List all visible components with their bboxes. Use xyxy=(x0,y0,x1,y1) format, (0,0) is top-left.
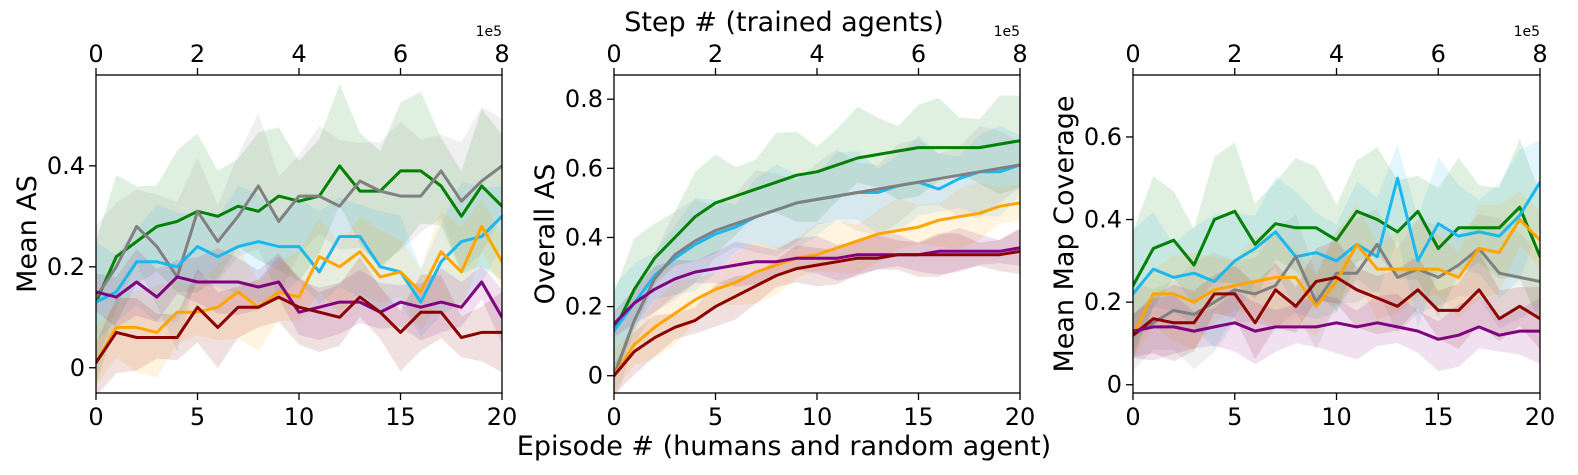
line-green xyxy=(1133,205,1540,288)
band-gray xyxy=(614,126,1020,393)
line-purple xyxy=(1133,321,1540,341)
line-purple xyxy=(614,246,1020,326)
band-green xyxy=(614,95,1020,383)
y-tick-label: 0 xyxy=(588,362,603,390)
band-darkred xyxy=(1133,240,1540,362)
x2-tick-label: 8 xyxy=(494,40,509,68)
line-green xyxy=(614,139,1020,333)
plot-area xyxy=(1133,138,1540,372)
y-tick-label: 0.6 xyxy=(565,154,603,182)
band-orange xyxy=(96,199,502,386)
x-tick-label: 5 xyxy=(190,403,205,431)
y-tick-label: 0.4 xyxy=(565,223,603,251)
x2-tick-label: 2 xyxy=(1227,40,1242,68)
x-tick-label: 20 xyxy=(1525,403,1556,431)
line-orange xyxy=(614,201,1020,378)
x2-scale-label: 1e5 xyxy=(994,24,1020,40)
x-tick-label: 5 xyxy=(708,403,723,431)
band-orange xyxy=(614,182,1020,392)
line-cyan xyxy=(1133,176,1540,296)
line-cyan xyxy=(96,214,502,304)
x2-scale-label: 1e5 xyxy=(1514,24,1540,40)
x2-tick-label: 4 xyxy=(809,40,824,68)
line-darkred xyxy=(614,249,1020,378)
x2-scale-label: 1e5 xyxy=(476,24,502,40)
x-tick-label: 15 xyxy=(385,403,416,431)
line-orange xyxy=(96,224,502,365)
line-orange xyxy=(1133,218,1540,337)
x-tick-label: 5 xyxy=(1227,403,1242,431)
line-darkred xyxy=(96,295,502,365)
x-tick-label: 0 xyxy=(1125,403,1140,431)
band-green xyxy=(1133,138,1540,359)
x2-tick-label: 6 xyxy=(1431,40,1446,68)
line-gray xyxy=(614,163,1020,378)
y-tick-label: 0.6 xyxy=(1084,123,1122,151)
x2-tick-label: 8 xyxy=(1012,40,1027,68)
band-darkred xyxy=(614,228,1020,393)
x2-tick-label: 4 xyxy=(291,40,306,68)
x2-tick-label: 0 xyxy=(88,40,103,68)
y-axis-title: Overall AS xyxy=(530,164,561,305)
x2-tick-label: 0 xyxy=(1125,40,1140,68)
x-tick-label: 10 xyxy=(1321,403,1352,431)
x-tick-label: 20 xyxy=(1005,403,1036,431)
line-purple xyxy=(96,275,502,319)
top-axis-title: Step # (trained agents) xyxy=(624,7,944,38)
y-tick-label: 0 xyxy=(70,354,85,382)
x-tick-label: 15 xyxy=(903,403,934,431)
y-axis-title: Mean Map Coverage xyxy=(1049,95,1080,372)
plot-area xyxy=(614,95,1020,393)
x2-tick-label: 6 xyxy=(393,40,408,68)
y-axis-title: Mean AS xyxy=(12,175,43,293)
y-tick-label: 0.4 xyxy=(1084,206,1122,234)
band-cyan xyxy=(1133,140,1540,353)
x-tick-label: 10 xyxy=(802,403,833,431)
x-tick-label: 20 xyxy=(487,403,518,431)
line-darkred xyxy=(1133,275,1540,337)
x-tick-label: 0 xyxy=(606,403,621,431)
x2-tick-label: 6 xyxy=(911,40,926,68)
x2-tick-label: 8 xyxy=(1532,40,1547,68)
line-gray xyxy=(96,164,502,299)
x-tick-label: 0 xyxy=(88,403,103,431)
y-tick-label: 0 xyxy=(1107,371,1122,399)
band-green xyxy=(96,84,502,384)
plot-area xyxy=(96,84,502,393)
y-tick-label: 0.2 xyxy=(47,253,85,281)
band-cyan xyxy=(614,125,1020,372)
line-gray xyxy=(1133,242,1540,337)
y-tick-label: 0.4 xyxy=(47,152,85,180)
x-tick-label: 10 xyxy=(284,403,315,431)
y-tick-label: 0.2 xyxy=(565,293,603,321)
bottom-axis-title: Episode # (humans and random agent) xyxy=(517,431,1051,462)
x-tick-label: 15 xyxy=(1423,403,1454,431)
band-purple xyxy=(1133,291,1540,372)
x2-tick-label: 0 xyxy=(606,40,621,68)
y-tick-label: 0.8 xyxy=(565,85,603,113)
band-darkred xyxy=(96,256,502,393)
y-tick-label: 0.2 xyxy=(1084,288,1122,316)
x2-tick-label: 4 xyxy=(1329,40,1344,68)
x2-tick-label: 2 xyxy=(708,40,723,68)
x2-tick-label: 2 xyxy=(190,40,205,68)
